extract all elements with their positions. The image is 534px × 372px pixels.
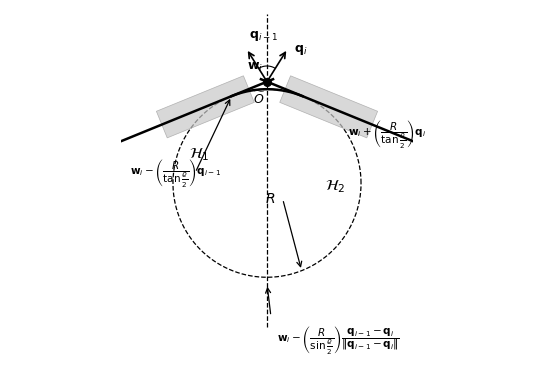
Polygon shape: [280, 76, 378, 138]
Text: $\mathbf{q}_i$: $\mathbf{q}_i$: [294, 43, 308, 57]
Text: $\mathcal{H}_1$: $\mathcal{H}_1$: [189, 146, 209, 163]
Text: $\widetilde{O}$: $\widetilde{O}$: [253, 90, 266, 107]
Text: $\mathbf{q}_{i-1}$: $\mathbf{q}_{i-1}$: [249, 29, 278, 43]
Text: $\mathbf{w}_i$: $\mathbf{w}_i$: [247, 61, 263, 74]
Text: $\mathbf{w}_i - \left(\dfrac{R}{\tan\frac{\varrho}{2}}\right)\mathbf{q}_{i-1}$: $\mathbf{w}_i - \left(\dfrac{R}{\tan\fra…: [130, 157, 221, 189]
Text: $\mathbf{w}_i - \left(\dfrac{R}{\sin\frac{\varrho}{2}}\right)\dfrac{\mathbf{q}_{: $\mathbf{w}_i - \left(\dfrac{R}{\sin\fra…: [278, 324, 400, 356]
Text: $\mathbf{w}_i + \left(\dfrac{R}{\tan\frac{\varrho}{2}}\right)\mathbf{q}_i$: $\mathbf{w}_i + \left(\dfrac{R}{\tan\fra…: [348, 118, 426, 150]
Polygon shape: [156, 76, 254, 138]
Text: $\mathcal{H}_2$: $\mathcal{H}_2$: [325, 179, 345, 196]
Text: $R$: $R$: [264, 192, 275, 206]
